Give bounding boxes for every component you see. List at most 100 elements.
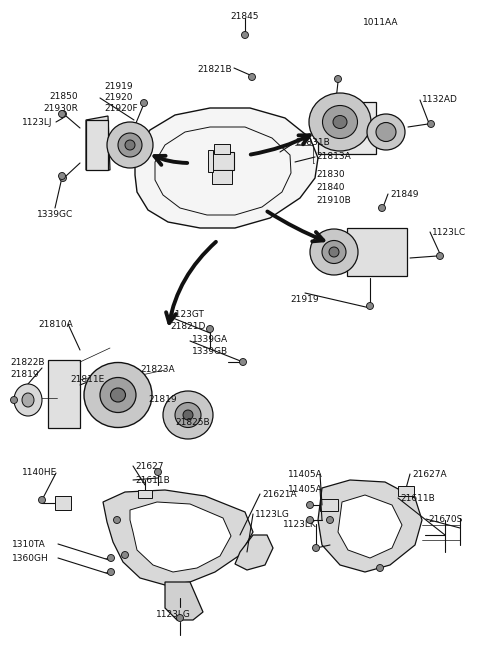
Text: 21611B: 21611B [400, 494, 435, 503]
Ellipse shape [125, 140, 135, 150]
Text: 21821B: 21821B [197, 65, 232, 74]
Text: 21919: 21919 [291, 295, 319, 304]
Circle shape [428, 120, 434, 127]
Bar [210, 152, 234, 170]
Circle shape [367, 302, 373, 309]
Circle shape [60, 110, 67, 118]
Circle shape [206, 325, 214, 332]
Text: 21930R: 21930R [43, 104, 78, 113]
Circle shape [312, 545, 320, 551]
Circle shape [59, 173, 65, 179]
Text: 21670S: 21670S [428, 515, 462, 524]
Polygon shape [235, 535, 273, 570]
Circle shape [155, 468, 161, 476]
Text: 21810A: 21810A [38, 320, 73, 329]
Ellipse shape [329, 247, 339, 257]
Ellipse shape [376, 122, 396, 141]
Text: 1339GB: 1339GB [192, 347, 228, 356]
Text: 21823A: 21823A [140, 365, 175, 374]
Text: 1140HE: 1140HE [22, 468, 57, 477]
Text: 1310TA: 1310TA [12, 540, 46, 549]
Bar [214, 144, 230, 154]
Circle shape [376, 564, 384, 572]
Text: 21811E: 21811E [70, 375, 104, 384]
Ellipse shape [14, 384, 42, 416]
Circle shape [38, 497, 46, 503]
Circle shape [113, 516, 120, 524]
Circle shape [108, 555, 115, 562]
Polygon shape [103, 490, 253, 585]
Circle shape [177, 614, 183, 622]
Polygon shape [130, 502, 231, 572]
Text: 21813A: 21813A [316, 152, 351, 161]
Text: 21621A: 21621A [262, 490, 297, 499]
Circle shape [326, 516, 334, 524]
Text: 21611B: 21611B [135, 476, 170, 485]
Circle shape [436, 252, 444, 260]
Text: 1123LK: 1123LK [283, 520, 317, 529]
Circle shape [141, 99, 147, 106]
Ellipse shape [367, 114, 405, 150]
Ellipse shape [22, 393, 34, 407]
Text: 21627A: 21627A [412, 470, 446, 479]
Ellipse shape [175, 403, 201, 428]
Ellipse shape [322, 240, 346, 263]
Text: 21919: 21919 [104, 82, 132, 91]
Bar [320, 499, 338, 511]
Polygon shape [86, 116, 110, 170]
Text: 1123LJ: 1123LJ [22, 118, 52, 127]
Text: 1360GH: 1360GH [12, 554, 49, 563]
Circle shape [59, 110, 65, 118]
Ellipse shape [100, 378, 136, 413]
Bar [212, 170, 232, 184]
Bar [138, 490, 152, 498]
Circle shape [335, 76, 341, 83]
Text: 1132AD: 1132AD [422, 95, 458, 104]
Text: 1011AA: 1011AA [363, 18, 398, 27]
Polygon shape [338, 495, 402, 558]
Text: 21819: 21819 [148, 395, 177, 404]
Text: 11405A: 11405A [288, 470, 323, 479]
Text: 21845: 21845 [231, 12, 259, 21]
Text: 1339GC: 1339GC [37, 210, 73, 219]
Ellipse shape [118, 133, 142, 157]
Bar [208, 150, 213, 172]
Text: 21825B: 21825B [175, 418, 210, 427]
Circle shape [307, 516, 313, 524]
Ellipse shape [107, 122, 153, 168]
Text: 21920F: 21920F [104, 104, 138, 113]
Text: 1123GT: 1123GT [170, 310, 205, 319]
Circle shape [121, 551, 129, 558]
Ellipse shape [310, 229, 358, 275]
Polygon shape [318, 480, 422, 572]
Circle shape [240, 359, 247, 365]
Ellipse shape [163, 391, 213, 439]
Ellipse shape [333, 116, 347, 129]
Text: 21840: 21840 [316, 183, 345, 192]
Text: 1123LC: 1123LC [432, 228, 466, 237]
Bar [48, 360, 80, 428]
Polygon shape [155, 127, 291, 215]
Circle shape [307, 501, 313, 509]
Ellipse shape [110, 388, 125, 402]
Text: 21849: 21849 [390, 190, 419, 199]
Ellipse shape [309, 93, 371, 151]
Polygon shape [135, 108, 318, 228]
Text: 21920: 21920 [104, 93, 132, 102]
Circle shape [241, 32, 249, 39]
Text: 21822B: 21822B [10, 358, 45, 367]
Circle shape [249, 74, 255, 81]
Ellipse shape [183, 410, 193, 420]
Text: 21831B: 21831B [295, 138, 330, 147]
Text: 21910B: 21910B [316, 196, 351, 205]
Bar [86, 120, 108, 170]
Text: 21627: 21627 [135, 462, 164, 471]
Circle shape [60, 175, 67, 181]
Text: 1339GA: 1339GA [192, 335, 228, 344]
Text: 1123LG: 1123LG [255, 510, 290, 519]
Text: 1123LG: 1123LG [156, 610, 191, 619]
Bar [398, 486, 414, 496]
Text: 21821D: 21821D [170, 322, 205, 331]
Text: 11405A: 11405A [288, 485, 323, 494]
Bar [318, 102, 376, 154]
